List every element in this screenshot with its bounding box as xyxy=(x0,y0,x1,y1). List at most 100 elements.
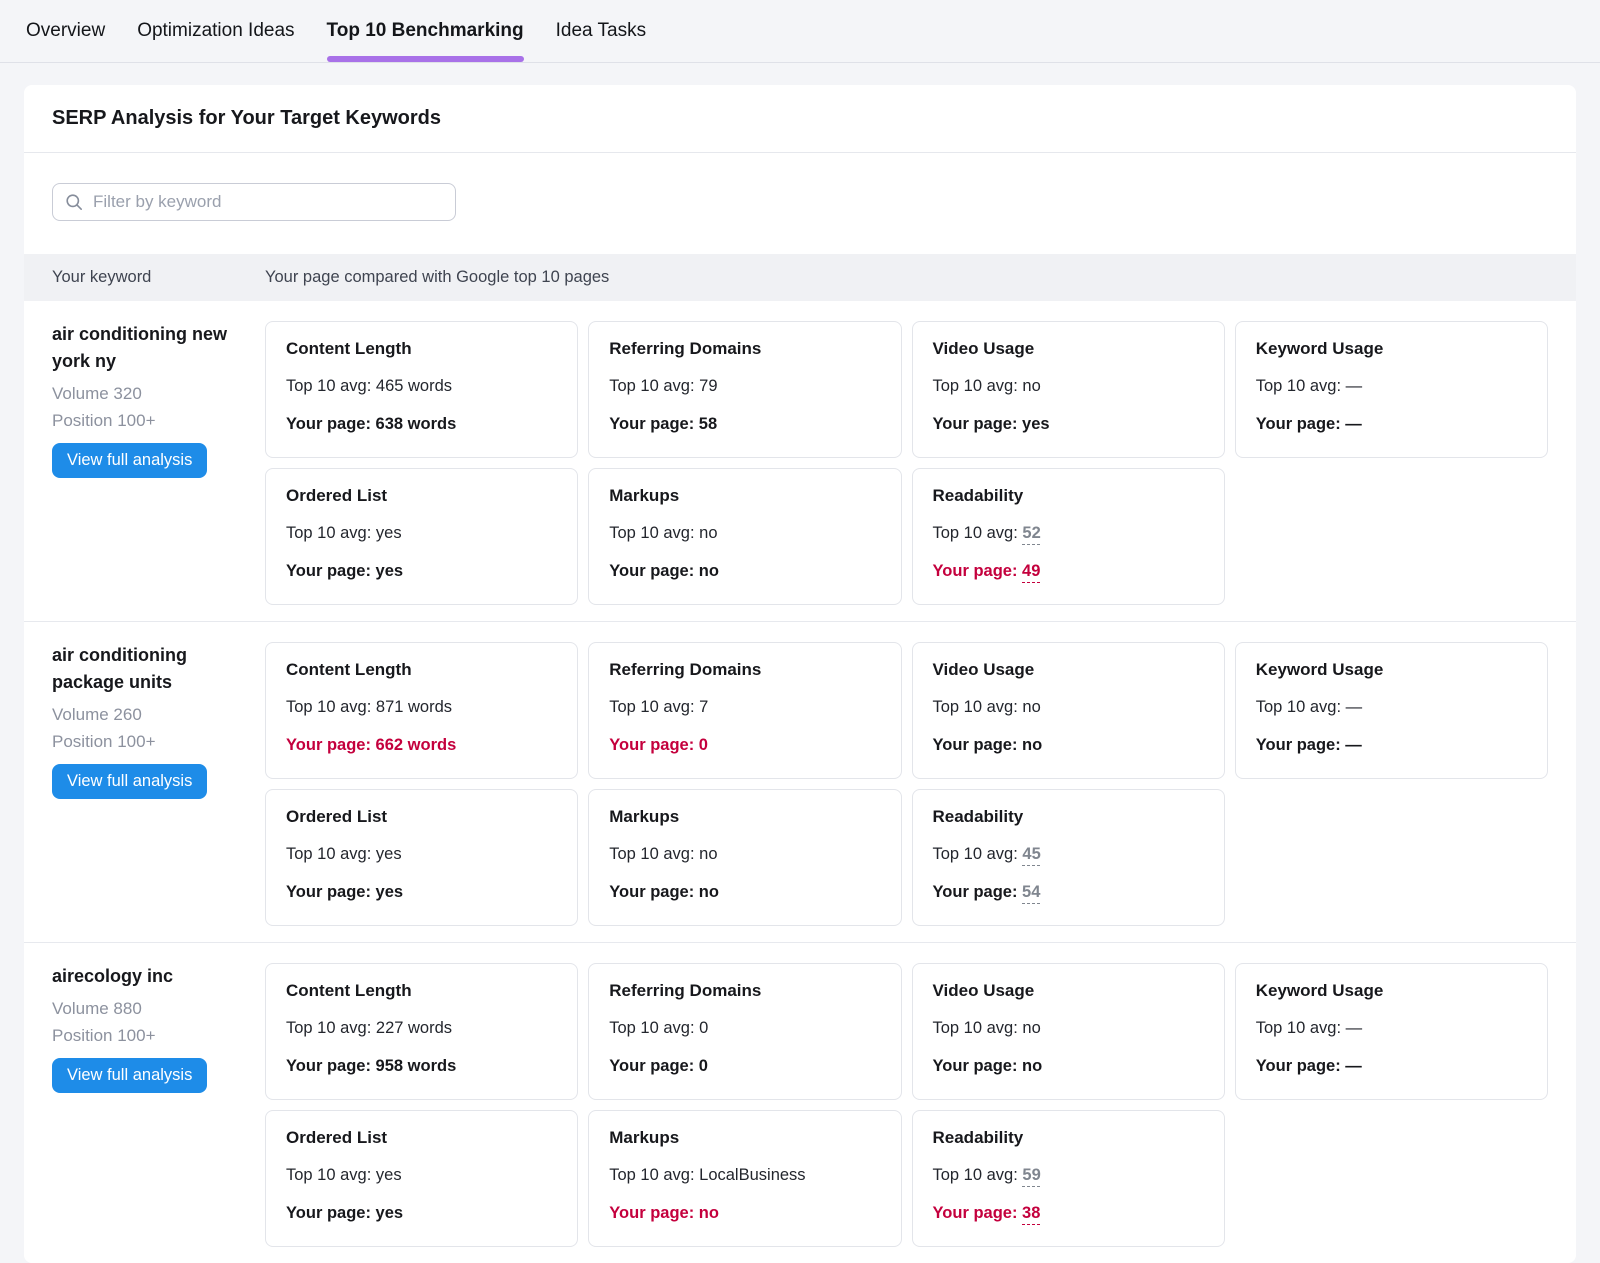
top10-avg-line: Top 10 avg: no xyxy=(933,697,1204,718)
metric-card: Referring Domains Top 10 avg: 79 Your pa… xyxy=(588,321,902,458)
metric-card-title: Referring Domains xyxy=(609,981,762,1000)
your-page-label: Your page: xyxy=(932,736,1018,754)
top10-avg-value: LocalBusiness xyxy=(699,1166,806,1184)
tab-idea-tasks[interactable]: Idea Tasks xyxy=(555,20,647,41)
metric-card-title: Referring Domains xyxy=(609,339,762,358)
metric-card: Ordered List Top 10 avg: yes Your page: … xyxy=(265,468,579,605)
keyword-row: air conditioning new york ny Volume 320 … xyxy=(24,301,1576,622)
your-page-value[interactable]: 38 xyxy=(1022,1204,1041,1222)
top10-avg-line: Top 10 avg: yes xyxy=(286,1165,557,1186)
top10-avg-label: Top 10 avg: xyxy=(286,845,372,863)
your-page-label: Your page: xyxy=(609,1057,695,1075)
your-page-value: 638 words xyxy=(375,415,457,433)
metric-card: Ordered List Top 10 avg: yes Your page: … xyxy=(265,789,579,926)
metric-card: Content Length Top 10 avg: 465 words You… xyxy=(265,321,579,458)
your-page-line: Your page: — xyxy=(1256,735,1527,756)
your-page-label: Your page: xyxy=(609,562,695,580)
metric-card: Referring Domains Top 10 avg: 0 Your pag… xyxy=(588,963,902,1100)
top10-avg-value[interactable]: 52 xyxy=(1022,524,1041,542)
your-page-value: — xyxy=(1345,415,1362,433)
top10-avg-line: Top 10 avg: 871 words xyxy=(286,697,557,718)
top10-avg-value: 871 words xyxy=(375,698,453,716)
metric-card-title: Markups xyxy=(609,486,680,505)
your-page-value: no xyxy=(1022,736,1043,754)
top10-avg-line: Top 10 avg: 7 xyxy=(609,697,880,718)
metric-card: Keyword Usage Top 10 avg: — Your page: — xyxy=(1234,963,1548,1100)
your-page-label: Your page: xyxy=(1255,736,1341,754)
top10-avg-label: Top 10 avg: xyxy=(286,698,372,716)
tab-optimization-ideas[interactable]: Optimization Ideas xyxy=(137,20,295,41)
metric-card: Keyword Usage Top 10 avg: — Your page: — xyxy=(1234,642,1548,779)
column-header-your-keyword: Your keyword xyxy=(52,268,152,286)
keyword-filter-input[interactable] xyxy=(93,192,443,212)
top10-avg-value: no xyxy=(699,524,718,542)
top10-avg-value: yes xyxy=(375,524,402,542)
metric-card: Content Length Top 10 avg: 227 words You… xyxy=(265,963,579,1100)
metric-card-title: Markups xyxy=(609,1128,680,1147)
metric-card-title: Referring Domains xyxy=(609,660,762,679)
metric-card: Readability Top 10 avg: 45 Your page: 54 xyxy=(911,789,1225,926)
metric-card-title: Video Usage xyxy=(932,981,1035,1000)
metric-card: Content Length Top 10 avg: 871 words You… xyxy=(265,642,579,779)
your-page-label: Your page: xyxy=(609,1204,695,1222)
your-page-label: Your page: xyxy=(286,736,371,754)
your-page-line: Your page: 638 words xyxy=(286,414,557,435)
top10-avg-label: Top 10 avg: xyxy=(286,524,372,542)
keyword-volume: Volume 260 xyxy=(52,705,142,724)
top10-avg-label: Top 10 avg: xyxy=(609,524,695,542)
your-page-value: no xyxy=(698,562,719,580)
view-full-analysis-button[interactable]: View full analysis xyxy=(52,443,208,478)
top10-avg-value: — xyxy=(1345,698,1363,716)
tab-top-10-benchmarking[interactable]: Top 10 Benchmarking xyxy=(326,0,524,62)
keyword-cell: airecology inc Volume 880 Position 100+ … xyxy=(52,963,265,1247)
your-page-label: Your page: xyxy=(1255,415,1341,433)
metric-cards-grid: Content Length Top 10 avg: 465 words You… xyxy=(265,321,1548,605)
top10-avg-line: Top 10 avg: 59 xyxy=(933,1165,1204,1186)
metric-cards-grid: Content Length Top 10 avg: 871 words You… xyxy=(265,642,1548,926)
tabs-bar: Overview Optimization Ideas Top 10 Bench… xyxy=(0,0,1600,63)
keyword-cell: air conditioning new york ny Volume 320 … xyxy=(52,321,265,605)
your-page-line: Your page: 662 words xyxy=(286,735,557,756)
view-full-analysis-button[interactable]: View full analysis xyxy=(52,764,208,799)
your-page-line: Your page: no xyxy=(609,882,880,903)
your-page-line: Your page: no xyxy=(609,561,880,582)
your-page-value: — xyxy=(1345,736,1362,754)
keyword-filter-box[interactable] xyxy=(52,183,456,221)
your-page-line: Your page: yes xyxy=(286,1203,557,1224)
keyword-volume: Volume 320 xyxy=(52,384,142,403)
keyword-row: airecology inc Volume 880 Position 100+ … xyxy=(24,943,1576,1263)
top10-avg-value: yes xyxy=(375,845,402,863)
view-full-analysis-button[interactable]: View full analysis xyxy=(52,1058,208,1093)
keyword-row: air conditioning package units Volume 26… xyxy=(24,622,1576,943)
top10-avg-value: 0 xyxy=(699,1019,709,1037)
your-page-line: Your page: yes xyxy=(286,882,557,903)
filter-section xyxy=(24,153,1576,254)
top10-avg-value[interactable]: 59 xyxy=(1022,1166,1041,1184)
top10-avg-line: Top 10 avg: 45 xyxy=(933,844,1204,865)
top10-avg-line: Top 10 avg: — xyxy=(1256,376,1527,397)
top10-avg-value: no xyxy=(1022,1019,1041,1037)
keyword-cell: air conditioning package units Volume 26… xyxy=(52,642,265,926)
tab-overview[interactable]: Overview xyxy=(26,20,106,41)
keyword-position: Position 100+ xyxy=(52,411,156,430)
top10-avg-label: Top 10 avg: xyxy=(1255,698,1342,716)
top10-avg-label: Top 10 avg: xyxy=(932,1019,1018,1037)
your-page-label: Your page: xyxy=(1255,1057,1341,1075)
your-page-line: Your page: no xyxy=(609,1203,880,1224)
keyword-name: airecology inc xyxy=(52,966,174,986)
your-page-label: Your page: xyxy=(609,415,695,433)
top10-avg-value[interactable]: 45 xyxy=(1022,845,1041,863)
top10-avg-label: Top 10 avg: xyxy=(286,1019,372,1037)
table-header-band: Your keyword Your page compared with Goo… xyxy=(24,254,1576,301)
metric-card-title: Markups xyxy=(609,807,680,826)
top10-avg-line: Top 10 avg: no xyxy=(933,376,1204,397)
metric-card-title: Video Usage xyxy=(932,660,1035,679)
panel-header: SERP Analysis for Your Target Keywords xyxy=(24,85,1576,153)
top10-avg-value: yes xyxy=(375,1166,402,1184)
your-page-label: Your page: xyxy=(609,883,695,901)
keyword-volume: Volume 880 xyxy=(52,999,142,1018)
your-page-value[interactable]: 54 xyxy=(1022,883,1041,901)
metric-card: Readability Top 10 avg: 59 Your page: 38 xyxy=(911,1110,1225,1247)
your-page-value[interactable]: 49 xyxy=(1022,562,1041,580)
metric-card-title: Video Usage xyxy=(932,339,1035,358)
